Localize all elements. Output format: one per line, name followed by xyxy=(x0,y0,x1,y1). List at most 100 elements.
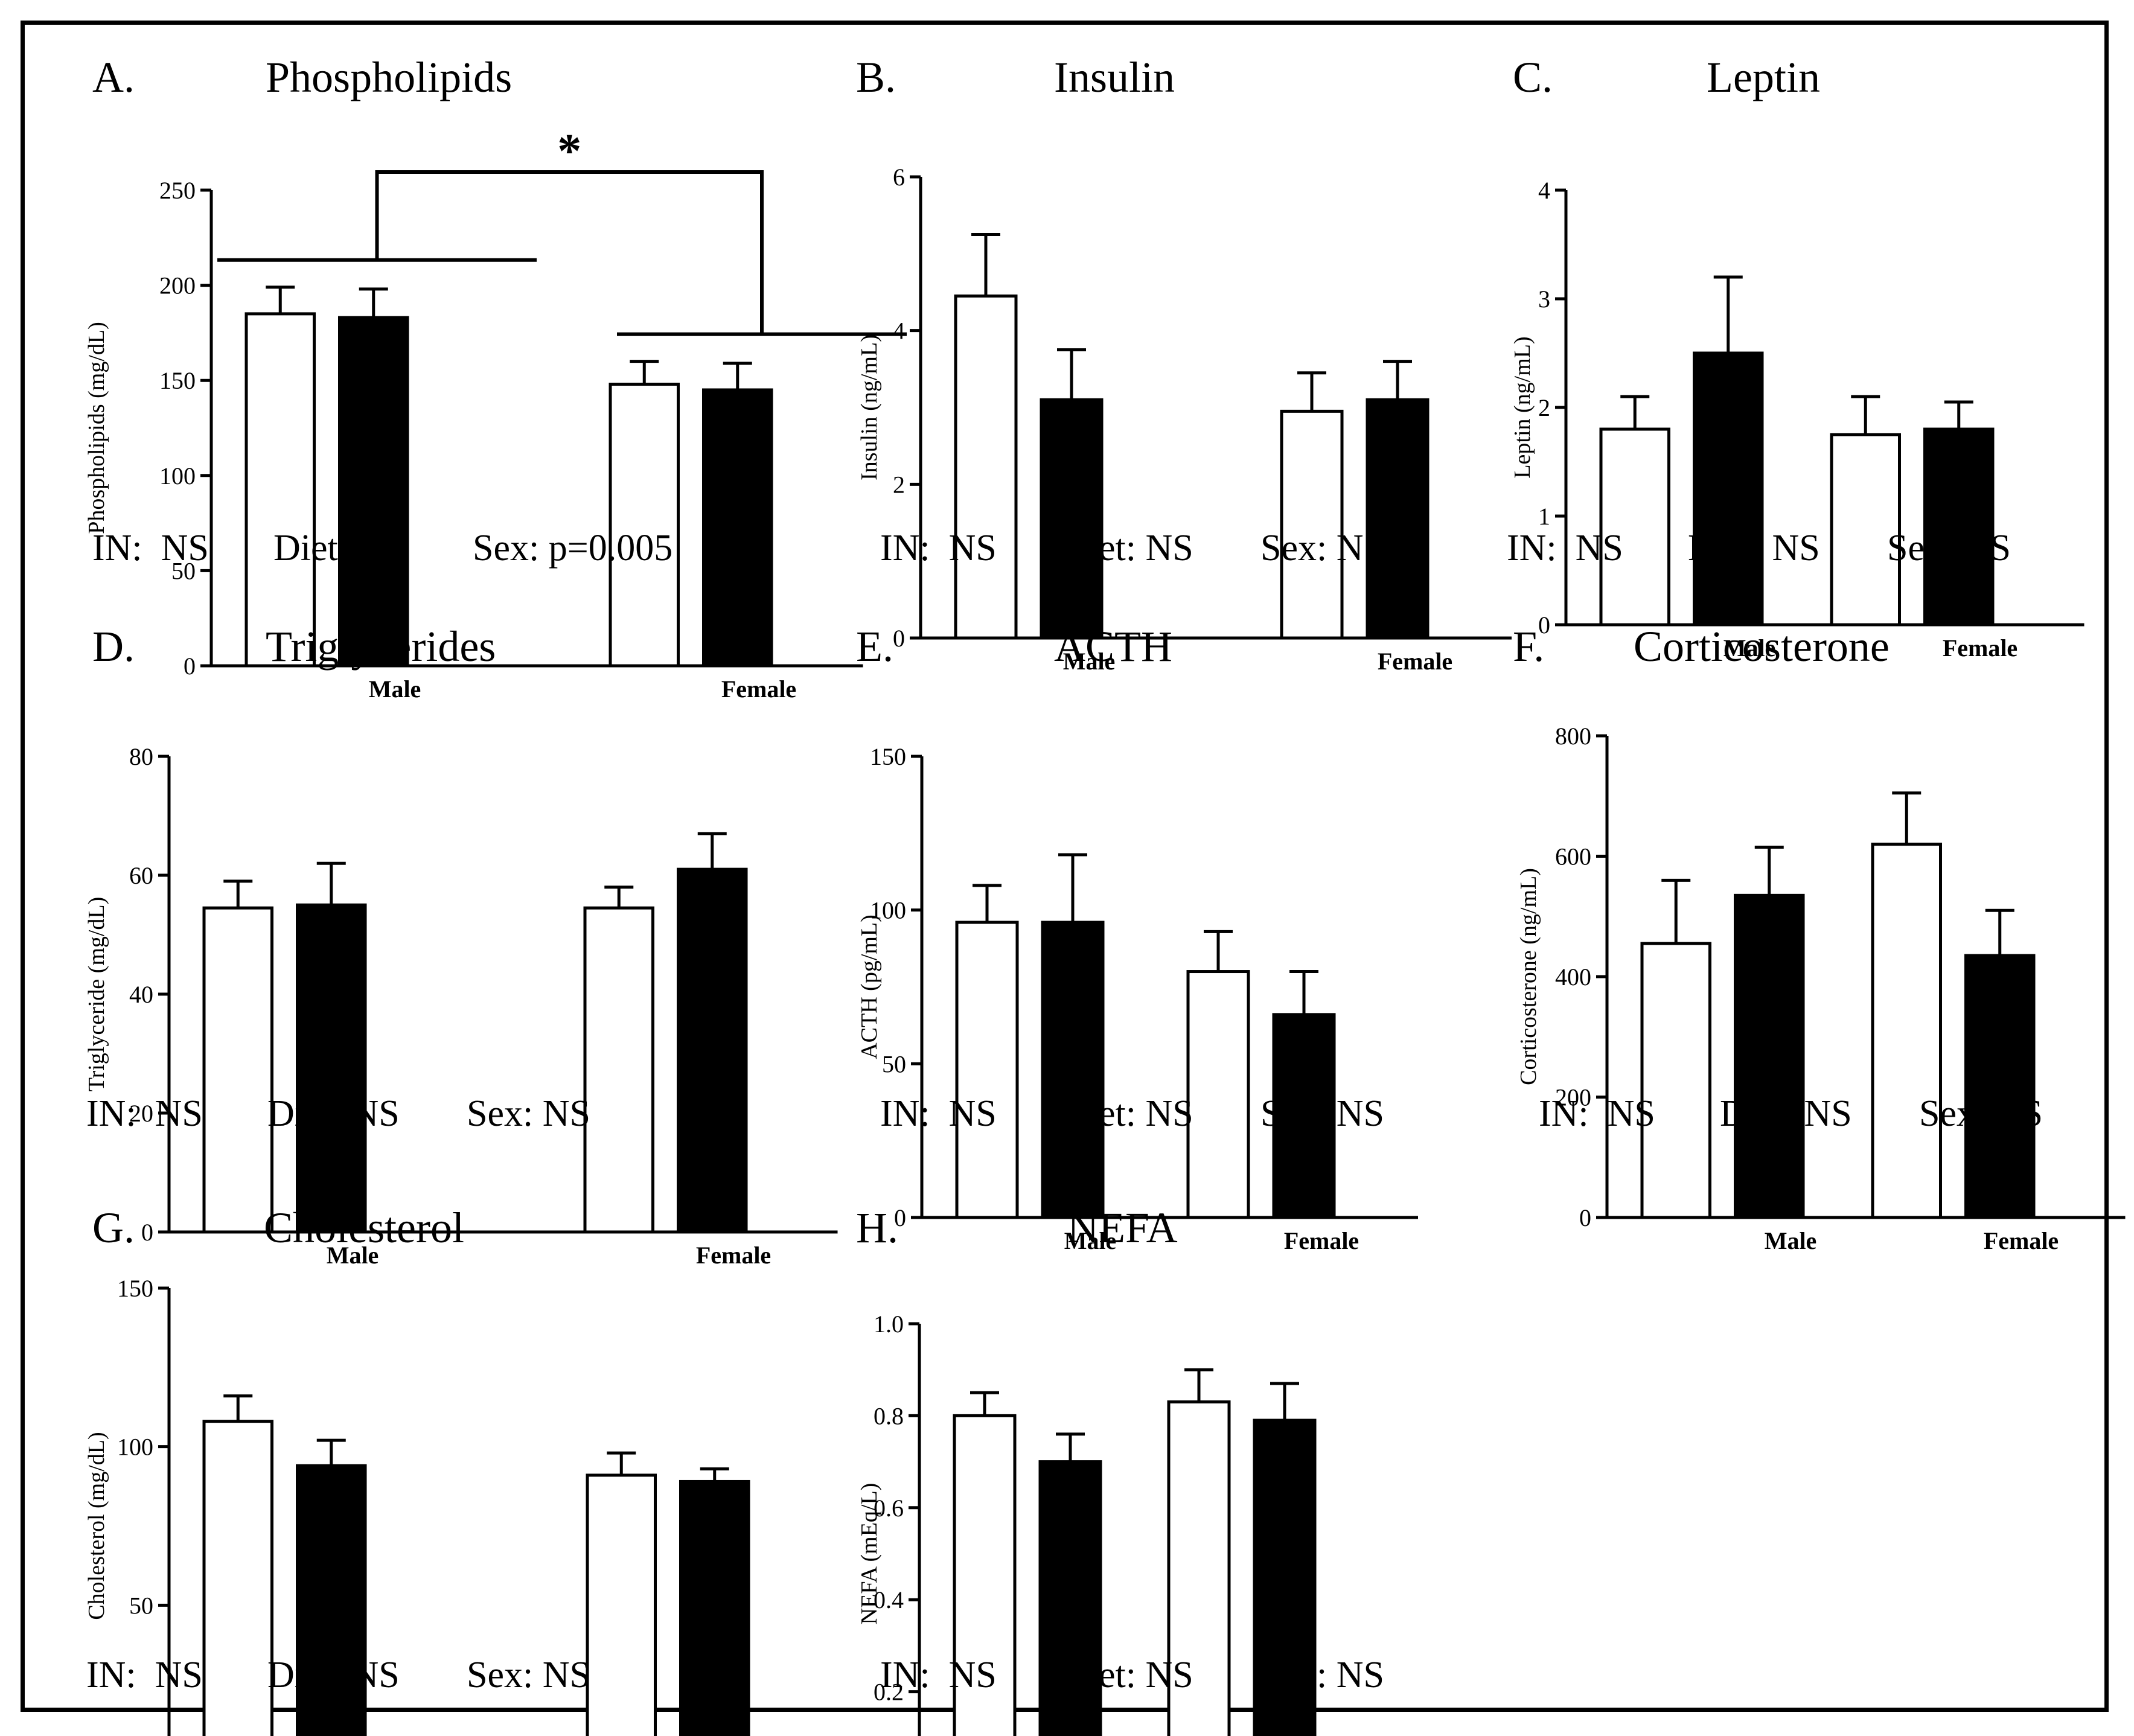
control-bar-female xyxy=(1871,843,1942,1219)
x-category-label: Female xyxy=(1984,1227,2059,1254)
treated-bar-male xyxy=(296,1464,367,1736)
control-bar-female xyxy=(583,906,654,1234)
panel-title: Phospholipids xyxy=(266,53,512,101)
y-tick-label: 3 xyxy=(1538,286,1550,313)
panel-letter: C. xyxy=(1513,53,1553,101)
stats-text: Diet: NS xyxy=(1061,1093,1193,1134)
treated-bar-male xyxy=(338,316,409,668)
y-tick-label: 2 xyxy=(893,471,905,498)
y-tick-label: 0 xyxy=(1538,611,1550,639)
panel-title: Leptin xyxy=(1707,53,1820,101)
panel-title: Triglycerides xyxy=(266,622,496,671)
stats-text: Sex: NS xyxy=(467,1655,590,1696)
y-tick-label: 100 xyxy=(117,1434,153,1461)
y-tick-label: 0.2 xyxy=(874,1679,904,1706)
panel-title: Corticosterone xyxy=(1634,622,1890,671)
control-bar-male xyxy=(955,921,1019,1219)
y-axis-label: Insulin (ng/mL) xyxy=(857,334,882,480)
y-tick-label: 1.0 xyxy=(874,1310,904,1338)
stats-text: Diet: NS xyxy=(273,528,406,569)
treated-bar-male xyxy=(1734,893,1805,1219)
stats-text: Diet: NS xyxy=(1688,528,1820,569)
y-axis-label: NEFA (mEq/L) xyxy=(857,1483,882,1625)
x-category-label: Male xyxy=(327,1242,379,1269)
y-tick-label: 0 xyxy=(184,653,196,680)
panel-letter: E. xyxy=(856,622,893,671)
y-tick-label: 60 xyxy=(129,862,153,889)
significance-star: * xyxy=(557,125,581,178)
control-bar-male xyxy=(244,312,316,668)
treated-bar-female xyxy=(1366,398,1430,640)
stats-text: Diet: NS xyxy=(1720,1093,1852,1134)
panel-letter: G. xyxy=(92,1204,135,1252)
panel-letter: H. xyxy=(856,1204,898,1252)
treated-bar-male xyxy=(296,903,367,1234)
y-tick-label: 4 xyxy=(893,318,905,345)
x-category-label: Female xyxy=(721,675,796,703)
y-tick-label: 200 xyxy=(159,272,196,299)
treated-bar-female xyxy=(677,867,748,1234)
x-category-label: Female xyxy=(1284,1227,1359,1254)
stats-text: Sex: p=0.005 xyxy=(473,528,672,569)
control-bar-male xyxy=(954,294,1018,640)
y-tick-label: 0.8 xyxy=(874,1402,904,1429)
panel-title: ACTH xyxy=(1054,622,1172,671)
stats-text: IN: NS xyxy=(880,528,997,569)
panel-acth: E. ACTH 0 50 100 150 ACTH (pg/mL) Male Female IN:… xyxy=(856,622,1418,1254)
y-tick-label: 400 xyxy=(1555,963,1591,991)
stats-text: IN: NS xyxy=(1539,1093,1655,1134)
y-tick-label: 0 xyxy=(894,1204,906,1231)
x-category-label: Female xyxy=(696,1242,771,1269)
y-tick-label: 150 xyxy=(117,1275,153,1302)
stats-text: Diet: NS xyxy=(1061,1655,1193,1696)
stats-text: IN: NS xyxy=(86,1655,203,1696)
treated-bar-female xyxy=(1923,427,1995,627)
control-bar-male xyxy=(1599,427,1670,627)
x-category-label: Male xyxy=(1063,648,1116,675)
y-tick-label: 0 xyxy=(141,1219,153,1246)
y-tick-label: 250 xyxy=(159,177,196,204)
panel-title: Cholesterol xyxy=(264,1204,464,1252)
stats-text: Sex: NS xyxy=(1260,528,1384,569)
y-axis-label: ACTH (pg/mL) xyxy=(857,914,882,1059)
stats-text: IN: NS xyxy=(880,1655,997,1696)
y-tick-label: 20 xyxy=(129,1100,153,1127)
x-category-label: Female xyxy=(1943,634,2017,662)
y-tick-label: 40 xyxy=(129,981,153,1008)
panel-leptin: C. Leptin 0 1 2 3 4 Leptin (ng/mL) Male Female IN:… xyxy=(1507,53,2084,662)
panel-triglycerides: D. Triglycerides 0 20 40 60 80 Triglyceride (mg… xyxy=(84,622,838,1269)
y-tick-label: 0 xyxy=(1579,1204,1591,1231)
stats-text: IN: NS xyxy=(86,1093,203,1134)
stats-text: Diet: NS xyxy=(267,1655,400,1696)
treated-bar-male xyxy=(1041,921,1105,1219)
panel-letter: A. xyxy=(92,53,135,101)
y-tick-label: 600 xyxy=(1555,843,1591,870)
y-tick-label: 4 xyxy=(1538,177,1550,204)
y-tick-label: 50 xyxy=(171,557,196,584)
y-tick-label: 150 xyxy=(870,743,906,770)
panel-insulin: B. Insulin 0 2 4 6 Insulin (ng/mL) Male Female IN… xyxy=(856,53,1512,675)
stats-text: Sex: NS xyxy=(467,1093,590,1134)
panel-title: Insulin xyxy=(1054,53,1175,101)
stats-text: IN: NS xyxy=(1507,528,1623,569)
panel-corticosterone: F. Corticosterone 0 200 400 600 800 Corticoster… xyxy=(1513,622,2126,1254)
control-bar-male xyxy=(202,906,273,1234)
x-category-label: Male xyxy=(369,675,421,703)
treated-bar-female xyxy=(1253,1418,1317,1736)
control-bar-female xyxy=(1186,970,1250,1219)
y-tick-label: 100 xyxy=(159,462,196,490)
y-tick-label: 50 xyxy=(129,1592,153,1619)
y-tick-label: 6 xyxy=(893,164,905,191)
treated-bar-female xyxy=(679,1479,750,1736)
stats-text: Diet: NS xyxy=(1061,528,1193,569)
control-bar-male xyxy=(202,1420,273,1736)
treated-bar-female xyxy=(702,388,773,668)
y-tick-label: 0.6 xyxy=(874,1495,904,1522)
stats-text: IN: NS xyxy=(92,528,209,569)
y-tick-label: 0 xyxy=(893,625,905,652)
panel-title: NEFA xyxy=(1067,1204,1178,1252)
control-bar-male xyxy=(1640,942,1711,1219)
panel-phospholipids: A. Phospholipids 0 50 100 150 200 250 Phospholip… xyxy=(84,53,907,703)
y-axis-label: Phospholipids (mg/dL) xyxy=(84,322,109,534)
